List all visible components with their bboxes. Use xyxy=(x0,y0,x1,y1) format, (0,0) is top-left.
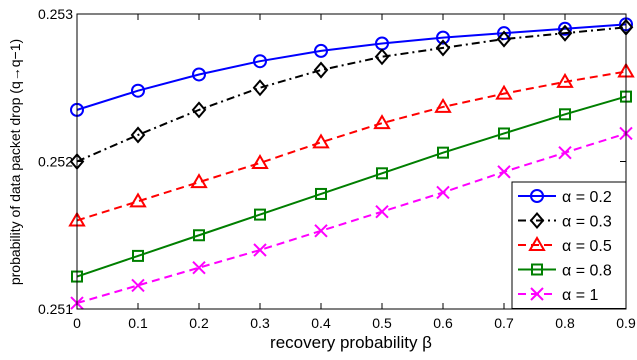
x-tick-label: 0.3 xyxy=(250,315,270,331)
data-point xyxy=(374,48,390,66)
data-point xyxy=(315,187,327,200)
legend-label: α = 0.2 xyxy=(562,189,612,206)
x-tick-label: 0.9 xyxy=(616,315,636,331)
series-5 xyxy=(70,126,633,310)
data-point xyxy=(253,54,267,69)
data-point xyxy=(498,127,510,140)
data-point xyxy=(436,185,450,200)
legend-marker xyxy=(530,287,544,301)
y-tick-label: 0.251 xyxy=(38,301,73,317)
data-point xyxy=(313,61,329,79)
x-tick-label: 0.5 xyxy=(372,315,392,331)
x-tick-label: 0 xyxy=(73,315,81,331)
data-point xyxy=(254,208,266,221)
x-tick-label: 0.4 xyxy=(311,315,331,331)
data-point xyxy=(130,126,146,144)
y-axis-label: probability of data packet drop (q→q−1) xyxy=(7,39,23,285)
data-point xyxy=(131,83,145,98)
legend-entry: α = 0.3 xyxy=(518,211,612,231)
legend-label: α = 0.3 xyxy=(562,214,612,231)
legend-entry: α = 1 xyxy=(518,287,598,304)
legend: α = 0.2 α = 0.3 α = 0.5 α = 0.8 α = 1 xyxy=(511,181,627,309)
data-point xyxy=(253,243,267,257)
series-4 xyxy=(71,90,632,283)
data-point xyxy=(373,114,391,130)
data-point xyxy=(314,224,328,238)
series-line xyxy=(76,23,627,111)
x-tick-label: 0.6 xyxy=(433,315,453,331)
legend-entry: α = 0.8 xyxy=(518,263,612,280)
legend-entry: α = 0.2 xyxy=(518,189,612,206)
data-point xyxy=(436,30,450,45)
data-point xyxy=(497,26,511,41)
y-tick-label: 0.252 xyxy=(38,154,73,170)
series-line xyxy=(76,132,627,305)
x-tick-label: 0.1 xyxy=(128,315,148,331)
y-tick-label: 0.253 xyxy=(38,6,73,22)
x-tick-label: 0.7 xyxy=(494,315,514,331)
data-point xyxy=(437,146,449,159)
series-line xyxy=(76,70,627,222)
legend-label: α = 0.8 xyxy=(562,263,612,280)
x-tick-label: 0.8 xyxy=(555,315,575,331)
legend-entry: α = 0.5 xyxy=(518,236,612,255)
data-point xyxy=(251,153,269,169)
legend-label: α = 0.5 xyxy=(562,238,612,255)
legend-marker xyxy=(531,263,543,276)
data-point xyxy=(131,278,145,293)
tick-layer: 0 0.1 0.2 0.3 0.4 0.5 0.6 0.7 0.8 0.9 0.251 0.252 0.… xyxy=(38,6,636,331)
data-point xyxy=(435,39,451,57)
data-point xyxy=(192,260,206,275)
data-point xyxy=(314,43,328,58)
data-point xyxy=(559,108,571,121)
data-point xyxy=(558,145,572,160)
data-point xyxy=(132,249,144,262)
data-point xyxy=(312,133,330,149)
legend-marker xyxy=(530,189,544,203)
data-point xyxy=(495,84,513,100)
data-point xyxy=(557,24,573,42)
legend-marker xyxy=(528,236,546,251)
data-point xyxy=(252,79,268,97)
data-point xyxy=(375,204,389,219)
data-point xyxy=(129,192,147,208)
data-point xyxy=(192,67,206,82)
legend-marker xyxy=(529,211,545,230)
data-point xyxy=(558,21,572,36)
data-point xyxy=(193,229,205,242)
x-tick-label: 0.2 xyxy=(189,315,209,331)
series-line xyxy=(76,95,627,278)
data-point xyxy=(496,30,512,48)
data-point xyxy=(497,165,511,179)
data-point xyxy=(191,101,207,119)
series-line xyxy=(76,26,627,163)
data-point xyxy=(190,173,208,189)
data-point xyxy=(434,97,452,113)
data-point xyxy=(376,167,388,180)
legend-label: α = 1 xyxy=(562,287,598,304)
x-axis-label: recovery probability β xyxy=(270,333,432,352)
data-point xyxy=(556,72,574,88)
